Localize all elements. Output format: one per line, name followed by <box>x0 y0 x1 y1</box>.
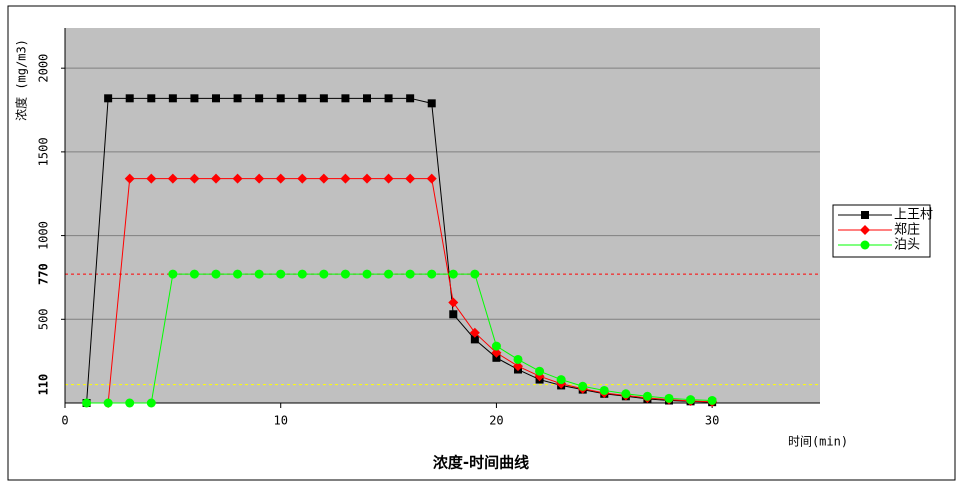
marker <box>212 94 220 103</box>
marker <box>211 269 221 279</box>
y-tick-label: 500 <box>37 308 51 330</box>
marker <box>190 94 199 103</box>
marker <box>147 94 156 103</box>
marker <box>82 398 92 408</box>
marker <box>599 385 609 395</box>
marker <box>405 173 416 184</box>
marker <box>211 173 221 184</box>
marker <box>341 94 350 103</box>
reference-label: 110 <box>37 374 51 396</box>
reference-label: 770 <box>37 263 51 285</box>
legend-label: 泊头 <box>894 238 920 253</box>
marker <box>103 398 113 408</box>
marker <box>189 269 199 279</box>
marker <box>427 269 437 279</box>
marker <box>513 361 523 372</box>
marker <box>707 395 717 405</box>
marker <box>168 269 178 279</box>
marker <box>664 393 674 403</box>
marker <box>362 269 372 279</box>
x-tick-label: 10 <box>273 414 287 428</box>
marker <box>448 297 459 308</box>
marker <box>861 211 869 219</box>
marker <box>492 353 501 362</box>
marker <box>621 389 631 399</box>
marker <box>168 94 177 103</box>
marker <box>255 94 264 103</box>
marker <box>318 173 329 184</box>
marker <box>426 173 437 184</box>
marker <box>297 269 307 279</box>
marker <box>535 366 545 376</box>
marker <box>275 173 286 184</box>
marker <box>405 269 415 279</box>
legend-label: 上王村 <box>894 208 933 223</box>
marker <box>254 269 264 279</box>
y-tick-label: 1500 <box>37 137 51 166</box>
marker <box>146 173 157 184</box>
marker <box>233 94 242 103</box>
marker <box>427 99 436 108</box>
marker <box>470 335 479 344</box>
marker <box>298 94 307 103</box>
y-tick-label: 2000 <box>37 54 51 83</box>
marker <box>124 173 135 184</box>
x-axis-label: 时间(min) <box>788 435 848 449</box>
marker <box>254 173 265 184</box>
marker <box>276 94 285 103</box>
marker <box>232 173 243 184</box>
marker <box>449 310 458 319</box>
legend-label: 郑庄 <box>894 222 920 238</box>
marker <box>578 381 588 391</box>
marker <box>860 225 870 235</box>
marker <box>384 94 393 103</box>
marker <box>233 269 243 279</box>
y-tick-label: 1000 <box>37 221 51 250</box>
marker <box>384 269 394 279</box>
marker <box>686 395 696 405</box>
marker <box>469 327 480 338</box>
marker <box>297 173 308 184</box>
marker <box>363 94 371 103</box>
marker <box>189 173 200 184</box>
marker <box>125 398 135 408</box>
x-tick-label: 20 <box>489 414 503 428</box>
marker <box>448 269 458 279</box>
marker <box>167 173 178 184</box>
marker <box>146 398 156 408</box>
marker <box>319 269 329 279</box>
marker <box>340 173 351 184</box>
marker <box>362 173 372 184</box>
marker <box>383 173 394 184</box>
marker <box>642 391 652 401</box>
marker <box>406 94 415 103</box>
marker <box>491 341 501 351</box>
x-tick-label: 0 <box>61 414 68 428</box>
chart-title: 浓度-时间曲线 <box>433 454 529 472</box>
marker <box>513 354 523 364</box>
marker <box>556 375 566 385</box>
marker <box>319 94 328 103</box>
marker <box>491 347 502 358</box>
marker <box>860 240 870 250</box>
marker <box>104 94 113 103</box>
marker <box>340 269 350 279</box>
marker <box>470 269 480 279</box>
plot-area <box>65 28 820 403</box>
x-tick-label: 30 <box>705 414 719 428</box>
marker <box>125 94 134 103</box>
marker <box>276 269 286 279</box>
legend <box>832 204 931 258</box>
y-axis-label: 浓度 (mg/m3) <box>14 39 29 121</box>
